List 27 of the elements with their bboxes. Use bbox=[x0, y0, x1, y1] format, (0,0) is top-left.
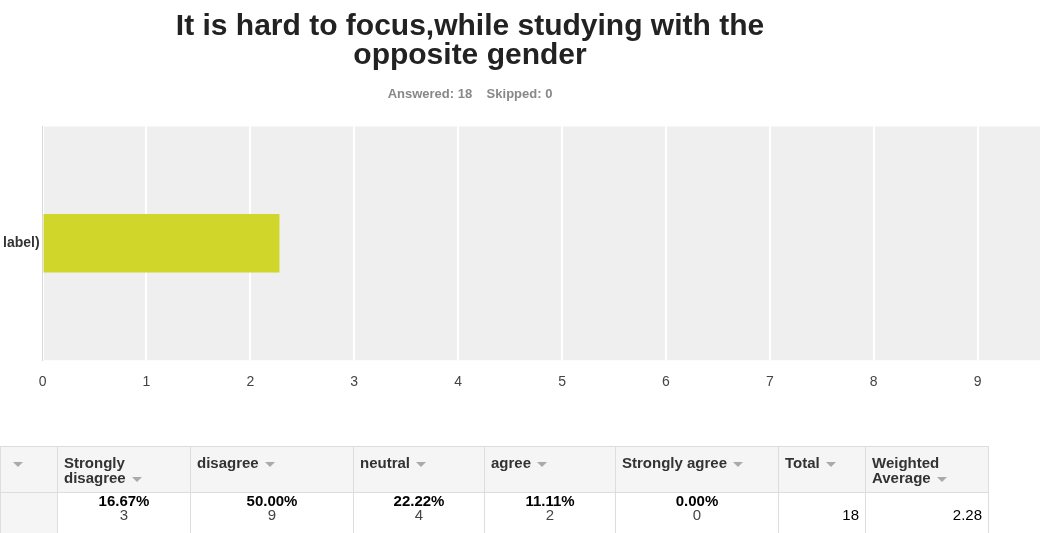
text: 16.67% 3 bbox=[97, 492, 151, 523]
x-tick-label: 8 bbox=[869, 373, 878, 390]
chart-title: It is hard to focus,while studying with the opposite gender bbox=[174, 8, 766, 70]
x-tick-label: 0 bbox=[38, 373, 47, 390]
category-label: Strongly agree bbox=[622, 454, 728, 471]
x-tick-label: 5 bbox=[558, 373, 567, 390]
category-label: Total bbox=[785, 454, 820, 471]
category-label: Strongly disagree bbox=[64, 454, 126, 486]
chart-subtitle: Answered: 18 Skipped: 0 bbox=[386, 86, 554, 101]
x-tick-label: 3 bbox=[350, 373, 359, 390]
text: 50.00% 9 bbox=[245, 492, 299, 523]
text: 18 bbox=[778, 492, 866, 533]
category-label: neutral bbox=[360, 454, 411, 471]
category-label: disagree bbox=[197, 454, 259, 471]
y-tick-label: label) bbox=[2, 234, 40, 251]
x-tick-label: 9 bbox=[973, 373, 982, 390]
category-label: Weighted Average bbox=[872, 454, 940, 486]
x-tick-label: 6 bbox=[662, 373, 671, 390]
x-tick-label: 2 bbox=[246, 373, 255, 390]
category-label: agree bbox=[491, 454, 532, 471]
text: 0.00% 0 bbox=[674, 492, 720, 523]
x-tick-label: 1 bbox=[142, 373, 151, 390]
x-tick-label: 4 bbox=[454, 373, 463, 390]
text: 11.11% 2 bbox=[524, 492, 576, 523]
text: 2.28 bbox=[865, 492, 989, 533]
x-tick-label: 7 bbox=[765, 373, 774, 390]
text: 22.22% 4 bbox=[392, 492, 446, 523]
